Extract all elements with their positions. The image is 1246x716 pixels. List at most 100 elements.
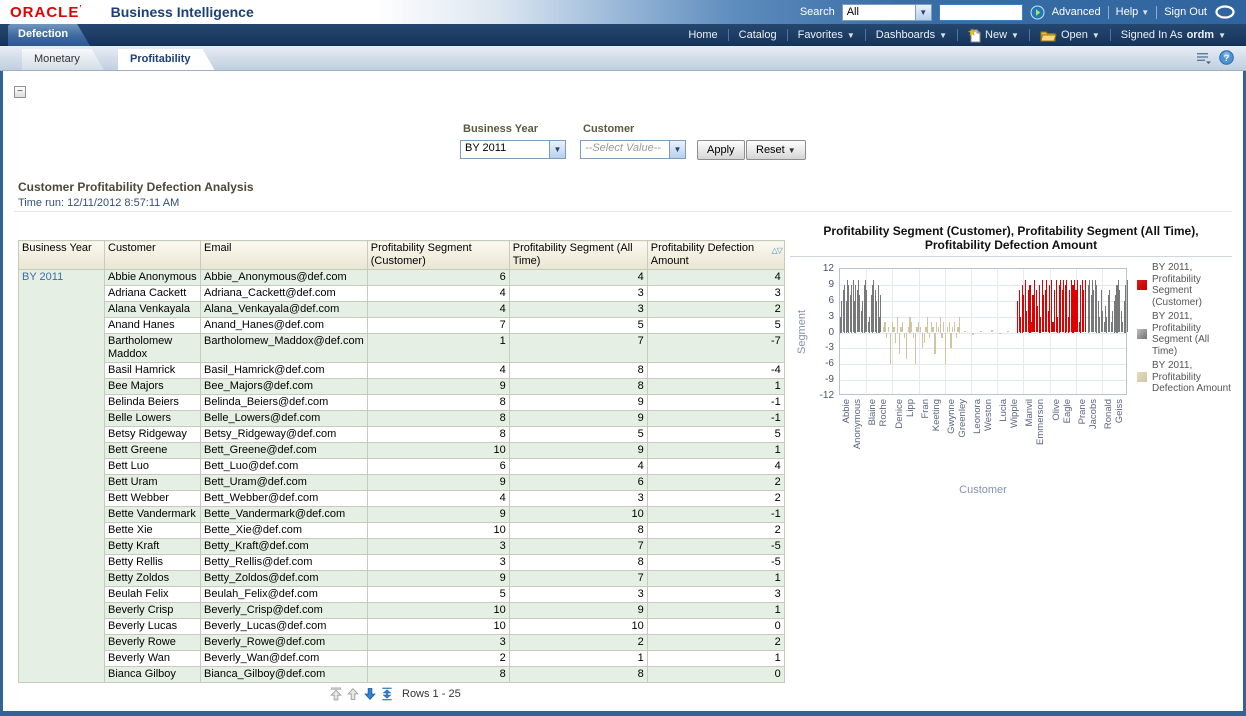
dashboard-tab-defection[interactable]: Defection bbox=[8, 24, 90, 46]
chart-bar[interactable] bbox=[923, 332, 925, 344]
chart-bar[interactable] bbox=[959, 316, 961, 333]
chart-bar[interactable] bbox=[876, 300, 878, 333]
chart-bar[interactable] bbox=[1080, 284, 1082, 333]
chart-bar[interactable] bbox=[893, 327, 895, 333]
page-options-icon[interactable] bbox=[1196, 51, 1212, 65]
chart-bar[interactable] bbox=[946, 327, 948, 333]
chart-bar[interactable] bbox=[934, 332, 936, 354]
chart-bar[interactable] bbox=[902, 321, 904, 333]
chart-bar[interactable] bbox=[844, 284, 846, 333]
chart-bar[interactable] bbox=[943, 321, 945, 333]
column-header[interactable]: Email bbox=[200, 240, 368, 270]
chart-bar[interactable] bbox=[1099, 316, 1101, 333]
chart-bar[interactable] bbox=[1078, 321, 1080, 333]
nav-item-home[interactable]: Home bbox=[678, 29, 727, 41]
chart-bar[interactable] bbox=[878, 316, 880, 333]
chart-bar[interactable] bbox=[1083, 290, 1085, 333]
chart-bar[interactable] bbox=[848, 284, 850, 333]
subtab-monetary[interactable]: Monetary bbox=[22, 49, 104, 70]
chart-bar[interactable] bbox=[948, 321, 950, 333]
subtab-profitability[interactable]: Profitability bbox=[118, 49, 215, 70]
chart-bar[interactable] bbox=[1119, 290, 1121, 333]
chart-bar[interactable] bbox=[870, 295, 872, 333]
chart-bar[interactable] bbox=[939, 316, 941, 333]
chart-bar[interactable] bbox=[991, 330, 993, 333]
sign-out-link[interactable]: Sign Out bbox=[1164, 6, 1207, 18]
chart-bar[interactable] bbox=[886, 332, 888, 338]
chart-bar[interactable] bbox=[872, 284, 874, 333]
chart-bar[interactable] bbox=[937, 327, 940, 333]
chart-bar[interactable] bbox=[858, 279, 860, 333]
chart-bar[interactable] bbox=[1081, 279, 1083, 333]
chart-bar[interactable] bbox=[1120, 311, 1122, 333]
business-year-select[interactable]: BY 2011 ▼ bbox=[460, 140, 566, 159]
chart-bar[interactable] bbox=[1038, 284, 1040, 333]
chart-bar[interactable] bbox=[1089, 279, 1091, 333]
nav-item-catalog[interactable]: Catalog bbox=[729, 29, 787, 41]
apply-button[interactable]: Apply bbox=[697, 140, 745, 160]
chart-bar[interactable] bbox=[1115, 295, 1117, 333]
chart-bar[interactable] bbox=[889, 332, 892, 365]
chart-bar[interactable] bbox=[1077, 279, 1079, 333]
chart-bar[interactable] bbox=[1072, 284, 1074, 333]
chart-bar[interactable] bbox=[896, 316, 899, 333]
chart-bar[interactable] bbox=[1055, 279, 1057, 333]
chart-bar[interactable] bbox=[1043, 295, 1045, 333]
chart-bar[interactable] bbox=[1104, 306, 1106, 333]
chart-bar[interactable] bbox=[936, 321, 938, 333]
chart-bar[interactable] bbox=[1020, 316, 1022, 333]
chart-bar[interactable] bbox=[1017, 300, 1019, 333]
chart-bar[interactable] bbox=[1037, 306, 1039, 333]
chart-bar[interactable] bbox=[900, 327, 902, 333]
signed-in-as-menu[interactable]: Signed In As ordm ▼ bbox=[1111, 29, 1236, 41]
help-icon[interactable]: ? bbox=[1219, 50, 1234, 65]
chart-bar[interactable] bbox=[856, 290, 858, 333]
chart-bar[interactable] bbox=[907, 327, 909, 333]
column-header[interactable]: Profitability Segment (Customer) bbox=[366, 240, 510, 270]
chart-bar[interactable] bbox=[950, 332, 952, 349]
chart-bar[interactable] bbox=[1053, 290, 1056, 333]
chart-bar[interactable] bbox=[1122, 321, 1124, 333]
chart-bar[interactable] bbox=[1116, 284, 1118, 333]
customer-select[interactable]: --Select Value-- ▼ bbox=[580, 140, 686, 159]
chart-bar[interactable] bbox=[873, 279, 875, 333]
chart-bar[interactable] bbox=[1067, 316, 1069, 333]
chart-bar[interactable] bbox=[927, 316, 929, 333]
chart-bar[interactable] bbox=[866, 290, 868, 333]
chart-bar[interactable] bbox=[944, 332, 947, 365]
chart-bar[interactable] bbox=[1075, 290, 1077, 333]
chart-bar[interactable] bbox=[952, 327, 954, 333]
advanced-link[interactable]: Advanced bbox=[1051, 6, 1101, 18]
chart-bar[interactable] bbox=[863, 284, 865, 333]
chart-bar[interactable] bbox=[920, 327, 922, 333]
column-header[interactable]: Customer bbox=[104, 240, 201, 270]
nav-item-favorites[interactable]: Favorites ▼ bbox=[788, 29, 865, 41]
chart-bar[interactable] bbox=[895, 332, 897, 344]
chart-bar[interactable] bbox=[980, 330, 983, 333]
chart-bar[interactable] bbox=[1102, 311, 1104, 333]
chart-bar[interactable] bbox=[1100, 290, 1102, 333]
chart-bar[interactable] bbox=[1087, 284, 1089, 333]
chart-bar[interactable] bbox=[841, 300, 843, 333]
chart-bar[interactable] bbox=[865, 279, 867, 333]
search-go-button[interactable] bbox=[1030, 5, 1045, 20]
chart-bar[interactable] bbox=[849, 295, 851, 333]
chart-bar[interactable] bbox=[1117, 279, 1119, 333]
chart-bar[interactable] bbox=[912, 332, 915, 338]
chart-bar[interactable] bbox=[941, 332, 943, 338]
chart-bar[interactable] bbox=[1026, 311, 1028, 333]
search-scope-select[interactable]: All ▼ bbox=[841, 3, 932, 21]
chart-bar[interactable] bbox=[846, 279, 848, 333]
chart-bar[interactable] bbox=[928, 332, 931, 338]
chart-bar[interactable] bbox=[842, 290, 844, 333]
chart-bar[interactable] bbox=[914, 332, 916, 365]
chart-bar[interactable] bbox=[953, 321, 956, 333]
chart-bar[interactable] bbox=[957, 327, 959, 333]
chart-bar[interactable] bbox=[916, 327, 918, 333]
chart-bar[interactable] bbox=[1049, 284, 1051, 333]
chart-bar[interactable] bbox=[859, 295, 861, 333]
reset-button[interactable]: Reset ▼ bbox=[746, 140, 806, 160]
chart-bar[interactable] bbox=[1044, 290, 1046, 333]
sort-icons[interactable]: △▽ bbox=[771, 246, 782, 255]
chart-bar[interactable] bbox=[909, 316, 911, 333]
